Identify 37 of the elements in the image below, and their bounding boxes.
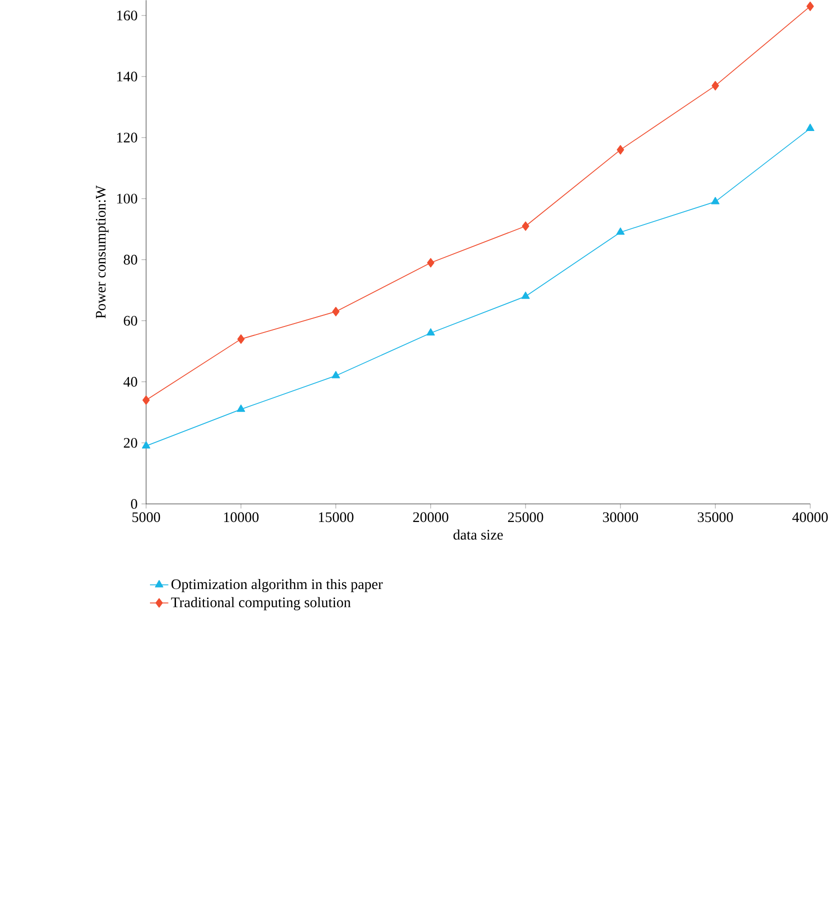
- legend-label: Optimization algorithm in this paper: [172, 578, 383, 592]
- x-tick-label: 20000: [413, 512, 448, 522]
- point: [427, 258, 434, 268]
- y-tick-label: 40: [124, 376, 138, 387]
- point: [332, 306, 340, 316]
- y-tick-label: 80: [124, 254, 138, 265]
- x-tick-label: 40000: [792, 512, 828, 522]
- y-tick-label: 160: [117, 10, 138, 20]
- point: [806, 124, 814, 132]
- y-tick-label: 140: [117, 72, 138, 82]
- x-tick-label: 5000: [132, 512, 160, 522]
- point: [142, 441, 150, 448]
- x-tick-label: 30000: [603, 512, 638, 522]
- x-tick-label: 35000: [698, 512, 733, 522]
- legend-label: Traditional computing solution: [171, 597, 351, 610]
- point: [237, 334, 245, 344]
- y-tick-label: 120: [117, 132, 138, 142]
- point: [332, 370, 340, 378]
- y-tick-label: 60: [124, 316, 138, 326]
- y-tick-label: 0: [131, 499, 138, 509]
- point: [711, 196, 720, 204]
- x-tick-label: 10000: [224, 512, 259, 522]
- point: [142, 395, 150, 405]
- x-axis-title: data size: [454, 529, 503, 540]
- point: [236, 404, 246, 412]
- x-tick-label: 15000: [319, 512, 354, 522]
- y-tick-label: 100: [117, 194, 138, 204]
- point: [426, 328, 435, 336]
- point: [616, 227, 625, 235]
- y-tick-label: 20: [124, 438, 138, 448]
- point: [806, 2, 814, 12]
- point: [521, 292, 530, 299]
- point: [522, 221, 530, 231]
- point: [712, 80, 720, 90]
- y-axis-title: Power consumption:W: [96, 185, 109, 318]
- x-tick-label: 25000: [508, 512, 544, 522]
- point: [616, 145, 624, 155]
